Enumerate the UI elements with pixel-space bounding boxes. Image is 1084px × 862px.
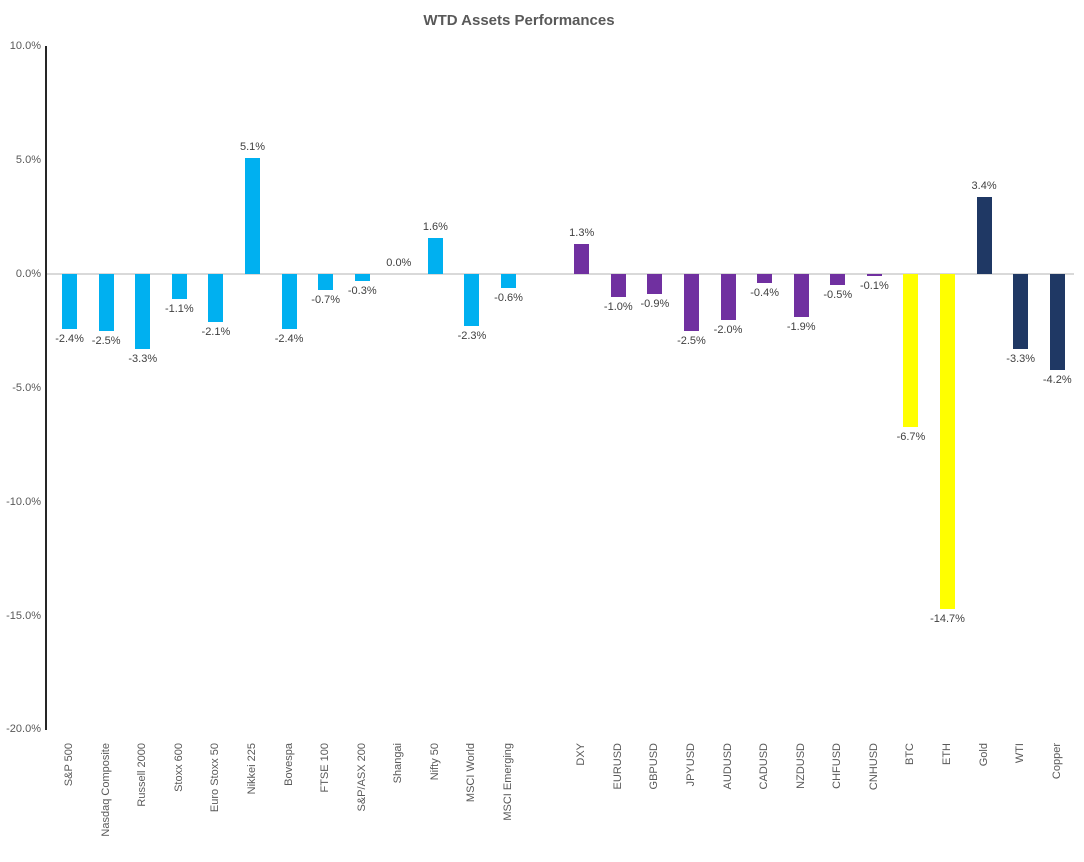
bar-msci-world (464, 274, 480, 327)
value-label-s-p-500: -2.4% (55, 332, 84, 345)
value-label-euro-stoxx-50: -2.1% (201, 325, 231, 338)
value-label-eth: -14.7% (930, 612, 965, 625)
bar-jpyusd (683, 274, 699, 331)
bar-nasdaq-composite (98, 274, 114, 331)
value-label-ftse-100: -0.7% (311, 293, 341, 306)
bar-btc (903, 274, 919, 427)
category-label-text: Nasdaq Composite (99, 743, 112, 837)
value-label-s-p-asx-200: -0.3% (347, 284, 377, 297)
value-label-copper: -4.2% (1042, 373, 1072, 386)
bar-audusd (720, 274, 736, 320)
category-label-text: Nikkei 225 (246, 743, 258, 795)
bar-euro-stoxx-50 (208, 274, 224, 322)
value-label-nikkei-225: 5.1% (239, 140, 266, 153)
bar-nzdusd (793, 274, 809, 318)
y-tick-label-10-0: 10.0% (9, 40, 41, 53)
value-label-audusd: -2.0% (713, 323, 743, 336)
category-label-text: S&P 500 (63, 743, 76, 787)
value-label-nifty-50: 1.6% (422, 220, 448, 233)
bar-chfusd (830, 274, 846, 286)
bar-cnhusd (866, 274, 882, 277)
bar-s-p-500 (62, 274, 78, 329)
bar-eurusd (610, 274, 626, 297)
value-label-stoxx-600: -1.1% (164, 303, 194, 316)
category-label-text: Gold (977, 743, 990, 767)
value-label-dxy: 1.3% (569, 227, 595, 240)
bar-nifty-50 (427, 237, 443, 274)
category-label-text: Euro Stoxx 50 (209, 743, 222, 813)
value-label-gbpusd: -0.9% (640, 298, 670, 311)
category-label-text: Bovespa (282, 743, 295, 786)
category-label-text: AUDUSD (721, 743, 734, 790)
bar-cadusd (757, 274, 773, 284)
bar-nikkei-225 (245, 157, 260, 274)
value-label-eurusd: -1.0% (603, 300, 633, 313)
value-label-msci-emerging: -0.6% (494, 291, 523, 304)
bar-russell-2000 (135, 274, 151, 350)
category-label-text: FTSE 100 (319, 743, 332, 793)
value-label-chfusd: -0.5% (823, 289, 853, 302)
category-label-text: JPYUSD (684, 743, 697, 787)
y-tick-label-15-0: -15.0% (6, 609, 41, 622)
value-label-jpyusd: -2.5% (677, 334, 706, 347)
bar-stoxx-600 (171, 274, 187, 300)
category-label-text: Nifty 50 (428, 743, 441, 781)
category-label-text: MSCI World (465, 743, 478, 803)
value-label-bovespa: -2.4% (274, 332, 304, 345)
category-label-text: Shangai (392, 743, 405, 784)
category-label-text: CNHUSD (867, 743, 880, 791)
value-label-msci-world: -2.3% (457, 330, 487, 343)
zero-gridline (46, 273, 1074, 275)
y-tick-label-20-0: -20.0% (6, 723, 41, 736)
y-tick-label-0-0: 0.0% (15, 268, 41, 280)
y-tick-label-5-0: 5.0% (15, 154, 41, 167)
bar-wti (1013, 274, 1029, 350)
category-label-text: NZDUSD (794, 743, 807, 789)
category-label-text: GBPUSD (648, 743, 661, 790)
category-label-text: DXY (575, 743, 588, 766)
value-label-nzdusd: -1.9% (786, 321, 816, 334)
value-label-btc: -6.7% (896, 430, 926, 443)
category-label-text: CADUSD (758, 743, 771, 790)
category-label-text: Stoxx 600 (172, 743, 185, 792)
value-label-cnhusd: -0.1% (859, 280, 889, 293)
category-label-text: Copper (1050, 743, 1063, 780)
category-label-text: BTC (904, 743, 917, 765)
category-label-text: S&P/ASX 200 (355, 743, 368, 812)
category-label-text: CHFUSD (831, 743, 844, 789)
bar-msci-emerging (501, 274, 517, 288)
category-label-text: Russell 2000 (136, 743, 149, 807)
value-label-russell-2000: -3.3% (128, 353, 158, 366)
y-tick-label-5-0: -5.0% (12, 381, 41, 394)
bar-bovespa (281, 274, 297, 329)
bar-gold (976, 196, 992, 274)
category-label-text: WTI (1014, 743, 1027, 764)
y-axis-line (45, 46, 47, 730)
value-label-cadusd: -0.4% (750, 287, 779, 300)
value-label-wti: -3.3% (1006, 353, 1036, 366)
y-tick-label-10-0: -10.0% (6, 495, 41, 508)
category-label-text: MSCI Emerging (502, 743, 515, 821)
bar-dxy (574, 244, 590, 274)
bar-eth (940, 274, 956, 609)
value-label-gold: 3.4% (971, 179, 997, 192)
category-label-text: ETH (941, 743, 954, 765)
chart-title: WTD Assets Performances (423, 12, 615, 29)
bar-s-p-asx-200 (354, 274, 370, 281)
bar-copper (1049, 274, 1065, 370)
bar-gbpusd (647, 274, 663, 295)
bar-ftse-100 (318, 274, 334, 290)
category-label-text: EURUSD (611, 743, 624, 790)
value-label-shangai: 0.0% (386, 257, 412, 269)
value-label-nasdaq-composite: -2.5% (91, 334, 121, 347)
